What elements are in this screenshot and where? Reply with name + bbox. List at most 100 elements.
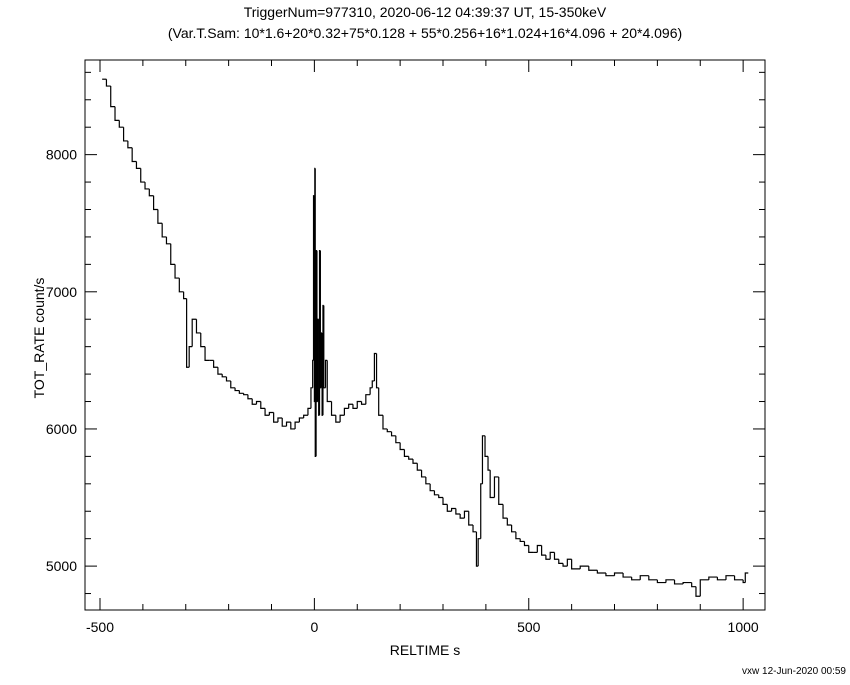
step-segment	[145, 182, 149, 189]
step-segment	[649, 576, 658, 580]
step-segment	[291, 422, 295, 429]
step-segment	[192, 319, 196, 346]
step-segment	[597, 570, 606, 573]
step-segment	[136, 161, 140, 168]
step-segment	[632, 577, 641, 580]
step-segment	[226, 377, 230, 381]
footer: vxw 12-Jun-2020 00:59	[742, 666, 846, 677]
step-segment	[512, 525, 516, 532]
step-segment	[464, 511, 468, 518]
step-segment	[239, 391, 243, 394]
step-segment	[478, 539, 481, 566]
step-segment	[499, 477, 503, 504]
step-segment	[184, 292, 187, 299]
step-segment	[554, 552, 558, 559]
step-segment	[383, 415, 387, 429]
y-tick-label: 8000	[46, 147, 77, 163]
step-segment	[490, 470, 494, 497]
step-segment	[357, 402, 361, 409]
step-segment	[516, 532, 520, 539]
step-segment	[615, 573, 624, 576]
step-segment	[261, 402, 265, 409]
step-segment	[214, 360, 218, 367]
step-segment	[362, 402, 366, 405]
x-tick-label: 1000	[728, 619, 759, 635]
step-segment	[426, 477, 430, 484]
step-segment	[287, 422, 291, 426]
step-segment	[196, 319, 200, 333]
step-segment	[162, 223, 166, 237]
step-segment	[115, 107, 119, 121]
step-segment	[141, 168, 145, 182]
step-segment	[336, 415, 340, 422]
step-segment	[488, 456, 490, 470]
step-segment	[589, 566, 598, 570]
step-segment	[106, 79, 110, 86]
step-segment	[400, 443, 404, 450]
step-segment	[692, 583, 696, 587]
step-segment	[494, 477, 498, 498]
step-segment	[124, 127, 128, 141]
step-segment	[299, 418, 303, 422]
step-segment	[735, 576, 744, 580]
step-segment	[166, 237, 170, 244]
step-segment	[443, 498, 447, 505]
step-segment	[349, 404, 353, 408]
step-segment	[274, 412, 278, 422]
step-segment	[700, 580, 709, 596]
step-segment	[366, 395, 370, 405]
step-segment	[132, 148, 136, 162]
step-segment	[520, 539, 524, 542]
step-segment	[308, 408, 311, 415]
step-segment	[353, 404, 357, 408]
step-segment	[175, 264, 179, 278]
step-segment	[171, 244, 175, 265]
step-segment	[546, 555, 550, 559]
step-segment	[179, 278, 183, 292]
step-segment	[409, 456, 413, 459]
step-segment	[580, 566, 589, 569]
step-segment	[430, 484, 434, 491]
step-segment	[696, 587, 700, 597]
chart-title: TriggerNum=977310, 2020-06-12 04:39:37 U…	[244, 4, 607, 20]
step-segment	[473, 525, 476, 532]
step-segment	[675, 580, 684, 584]
step-segment	[154, 196, 158, 210]
step-segment	[304, 415, 308, 418]
step-segment	[235, 388, 239, 391]
step-segment	[606, 573, 615, 576]
step-segment	[392, 432, 396, 436]
step-segment	[439, 495, 443, 498]
step-segment	[481, 484, 483, 539]
x-tick-label: 0	[310, 619, 318, 635]
step-segment	[745, 573, 748, 583]
step-segment	[332, 402, 336, 416]
step-segment	[265, 408, 269, 415]
step-segment	[344, 408, 348, 415]
step-segment	[666, 580, 675, 583]
step-segment	[469, 511, 473, 525]
x-tick-label: -500	[86, 619, 114, 635]
step-segment	[340, 415, 344, 422]
step-segment	[563, 563, 567, 566]
x-tick-label: 500	[517, 619, 541, 635]
step-segment	[726, 576, 735, 580]
step-segment	[248, 395, 252, 399]
step-segment	[460, 514, 464, 518]
y-tick-label: 7000	[46, 284, 77, 300]
step-segment	[278, 418, 282, 422]
step-segment	[327, 360, 331, 401]
step-segment	[231, 381, 235, 388]
step-segment	[422, 470, 426, 477]
y-axis-label: TOT_RATE count/s	[31, 278, 47, 399]
step-segment	[507, 518, 511, 525]
step-segment	[550, 552, 554, 559]
step-segment	[683, 583, 692, 584]
step-segment	[657, 580, 666, 583]
y-tick-label: 6000	[46, 421, 77, 437]
step-segment	[413, 459, 417, 463]
step-segment	[222, 374, 226, 377]
step-segment	[417, 463, 421, 470]
